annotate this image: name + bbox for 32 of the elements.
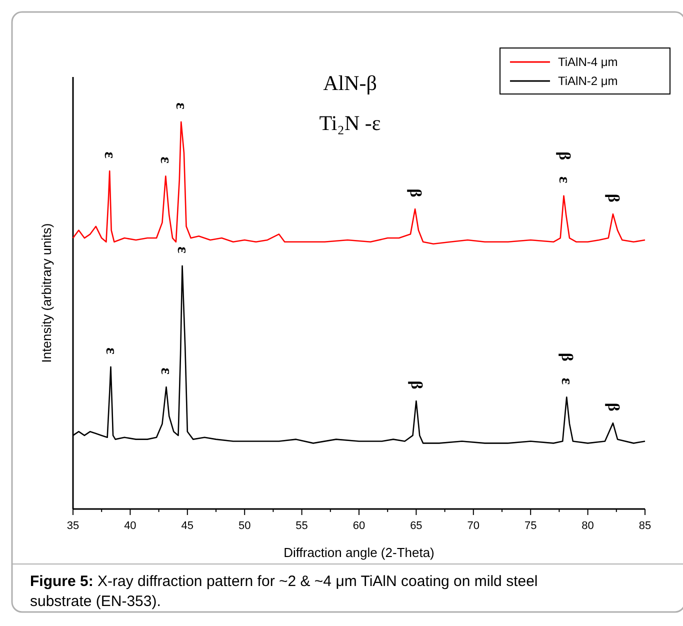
- x-tick-label: 85: [638, 520, 652, 532]
- annotation: ε: [158, 368, 175, 375]
- x-tick-label: 80: [582, 520, 594, 532]
- annotation: β: [604, 194, 622, 202]
- x-tick-label: 60: [352, 520, 366, 532]
- annotation: Ti₂N -ε: [319, 111, 381, 135]
- caption: Figure 5: X-ray diffraction pattern for ~2 & ~4 μm TiAlN coating on mild steel substrate (EN-353).: [30, 573, 538, 610]
- x-tick-label: 35: [66, 520, 80, 532]
- x-axis-title: Diffraction angle (2-Theta): [284, 545, 434, 560]
- x-tick-label: 70: [467, 520, 480, 532]
- y-axis-title: Intensity (arbitrary units): [39, 223, 54, 363]
- x-tick-label: 50: [238, 520, 251, 532]
- annotation: ε: [172, 102, 190, 110]
- annotation: β: [604, 402, 622, 412]
- annotation: ε: [558, 378, 576, 385]
- x-tick-label: 40: [124, 520, 136, 532]
- annotation: ε: [102, 348, 120, 355]
- annotation: β: [555, 152, 572, 160]
- x-tick-label: 55: [296, 520, 308, 532]
- legend-label: TiAlN-2 μm: [558, 74, 618, 88]
- annotation: ε: [157, 156, 174, 164]
- legend-label: TiAlN-4 μm: [558, 55, 618, 69]
- text: AlN-β: [323, 71, 377, 95]
- annotation: ε: [174, 246, 191, 254]
- annotation: β: [558, 352, 576, 362]
- x-tick-label: 75: [524, 520, 537, 532]
- x-tick-label: 65: [410, 520, 422, 532]
- annotation: β: [408, 380, 425, 390]
- annotation: β: [406, 188, 424, 198]
- annotation: ε: [555, 176, 572, 184]
- x-tick-label: 45: [181, 520, 194, 532]
- annotation: ε: [101, 152, 118, 159]
